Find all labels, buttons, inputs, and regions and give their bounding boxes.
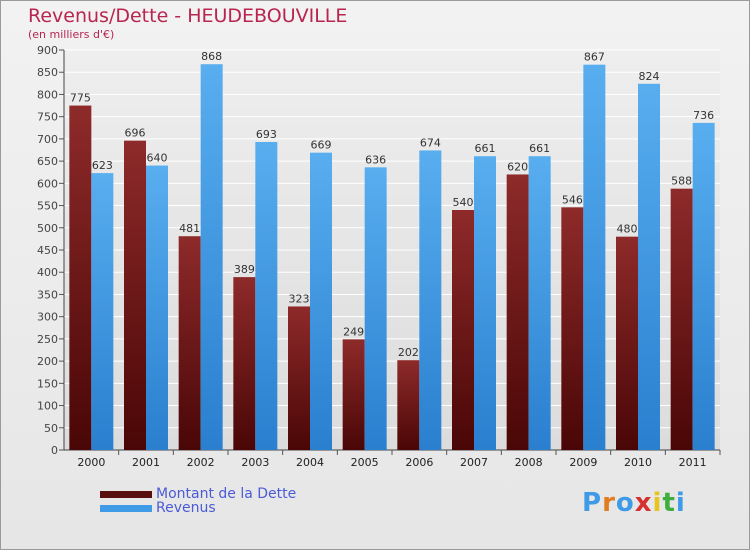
y-tick-label: 350 [37,288,58,301]
data-label-revenus-2010: 824 [639,70,660,83]
bar-dette-2001 [124,140,146,450]
bar-dette-2010 [616,236,638,450]
data-label-dette-2010: 480 [617,223,638,236]
x-tick-label: 2003 [241,456,269,469]
bar-revenus-2001 [146,165,168,451]
bar-dette-2009 [561,207,584,450]
bar-revenus-2011 [692,122,715,450]
data-label-revenus-2007: 661 [475,142,496,155]
y-tick-label: 650 [37,155,58,168]
bar-revenus-2010 [638,83,660,451]
bar-dette-2004 [288,306,310,450]
data-label-dette-2009: 546 [562,193,583,206]
bar-revenus-2002 [200,64,223,450]
y-tick-label: 550 [37,200,58,213]
y-tick-label: 750 [37,111,58,124]
data-label-dette-2000: 775 [70,92,91,105]
data-label-dette-2003: 389 [234,263,255,276]
legend-label-dette: Montant de la Dette [156,486,297,502]
data-label-revenus-2009: 867 [584,51,605,64]
axes: 0 50 100 150 200 250 300 350 400 450 500 550 600 650 7… [37,44,721,469]
data-label-revenus-2001: 640 [147,152,168,165]
y-tick-label: 300 [37,311,58,324]
y-tick-label: 250 [37,333,58,346]
bar-dette-2007 [452,210,474,450]
y-tick-label: 900 [37,44,58,57]
data-label-revenus-2005: 636 [365,153,386,166]
bar-dette-2006 [397,360,420,450]
data-label-revenus-2000: 623 [92,159,113,172]
data-label-dette-2007: 540 [453,196,474,209]
x-tick-label: 2001 [132,456,160,469]
y-tick-label: 200 [37,355,58,368]
x-tick-label: 2011 [679,456,707,469]
bar-dette-2011 [670,188,693,450]
x-tick-label: 2004 [296,456,324,469]
bar-revenus-2000 [91,173,114,450]
bar-revenus-2006 [419,150,442,450]
y-tick-label: 150 [37,377,58,390]
legend-swatch-dette [100,490,152,498]
x-tick-label: 2005 [351,456,379,469]
bar-dette-2005 [342,339,365,450]
proxiti-logo: Proxiti [582,488,686,518]
y-tick-label: 800 [37,88,58,101]
bar-dette-2000 [69,105,92,451]
data-label-revenus-2011: 736 [693,109,714,122]
chart-subtitle: (en milliers d'€) [28,28,115,41]
bar-revenus-2008 [528,156,551,450]
y-tick-label: 600 [37,177,58,190]
data-label-dette-2002: 481 [179,222,200,235]
data-label-dette-2001: 696 [125,127,146,140]
data-label-revenus-2003: 693 [256,128,277,141]
x-tick-label: 2000 [77,456,105,469]
x-tick-label: 2008 [515,456,543,469]
bar-revenus-2003 [255,142,278,450]
bar-revenus-2004 [310,152,332,450]
y-tick-label: 700 [37,133,58,146]
grid-lines [64,49,720,451]
y-tick-label: 0 [51,444,58,457]
bar-revenus-2007 [474,156,496,450]
x-tick-label: 2009 [569,456,597,469]
bars [69,64,715,451]
bar-revenus-2005 [364,167,387,451]
chart-title: Revenus/Dette - HEUDEBOUVILLE [28,5,348,27]
legend-item-revenus: Revenus [100,500,216,516]
bar-dette-2008 [506,174,529,450]
data-label-dette-2011: 588 [671,175,692,188]
data-label-revenus-2004: 669 [311,139,332,152]
y-tick-label: 850 [37,66,58,79]
bar-dette-2002 [178,236,201,450]
y-tick-label: 400 [37,266,58,279]
y-tick-label: 50 [44,422,58,435]
data-label-dette-2008: 620 [507,160,528,173]
data-label-revenus-2006: 674 [420,136,441,149]
data-label-dette-2005: 249 [343,325,364,338]
x-tick-label: 2006 [405,456,433,469]
bar-dette-2003 [233,277,256,450]
x-tick-label: 2002 [187,456,215,469]
legend-item-dette: Montant de la Dette [100,486,296,502]
bar-revenus-2009 [583,64,606,451]
data-label-dette-2004: 323 [289,292,310,305]
data-label-revenus-2002: 868 [201,50,222,63]
data-label-dette-2006: 202 [398,346,419,359]
legend-swatch-revenus [100,504,152,512]
y-tick-label: 450 [37,244,58,257]
legend-label-revenus: Revenus [156,500,216,516]
x-tick-label: 2010 [624,456,652,469]
y-tick-label: 500 [37,222,58,235]
x-tick-label: 2007 [460,456,488,469]
data-label-revenus-2008: 661 [529,142,550,155]
y-tick-label: 100 [37,400,58,413]
